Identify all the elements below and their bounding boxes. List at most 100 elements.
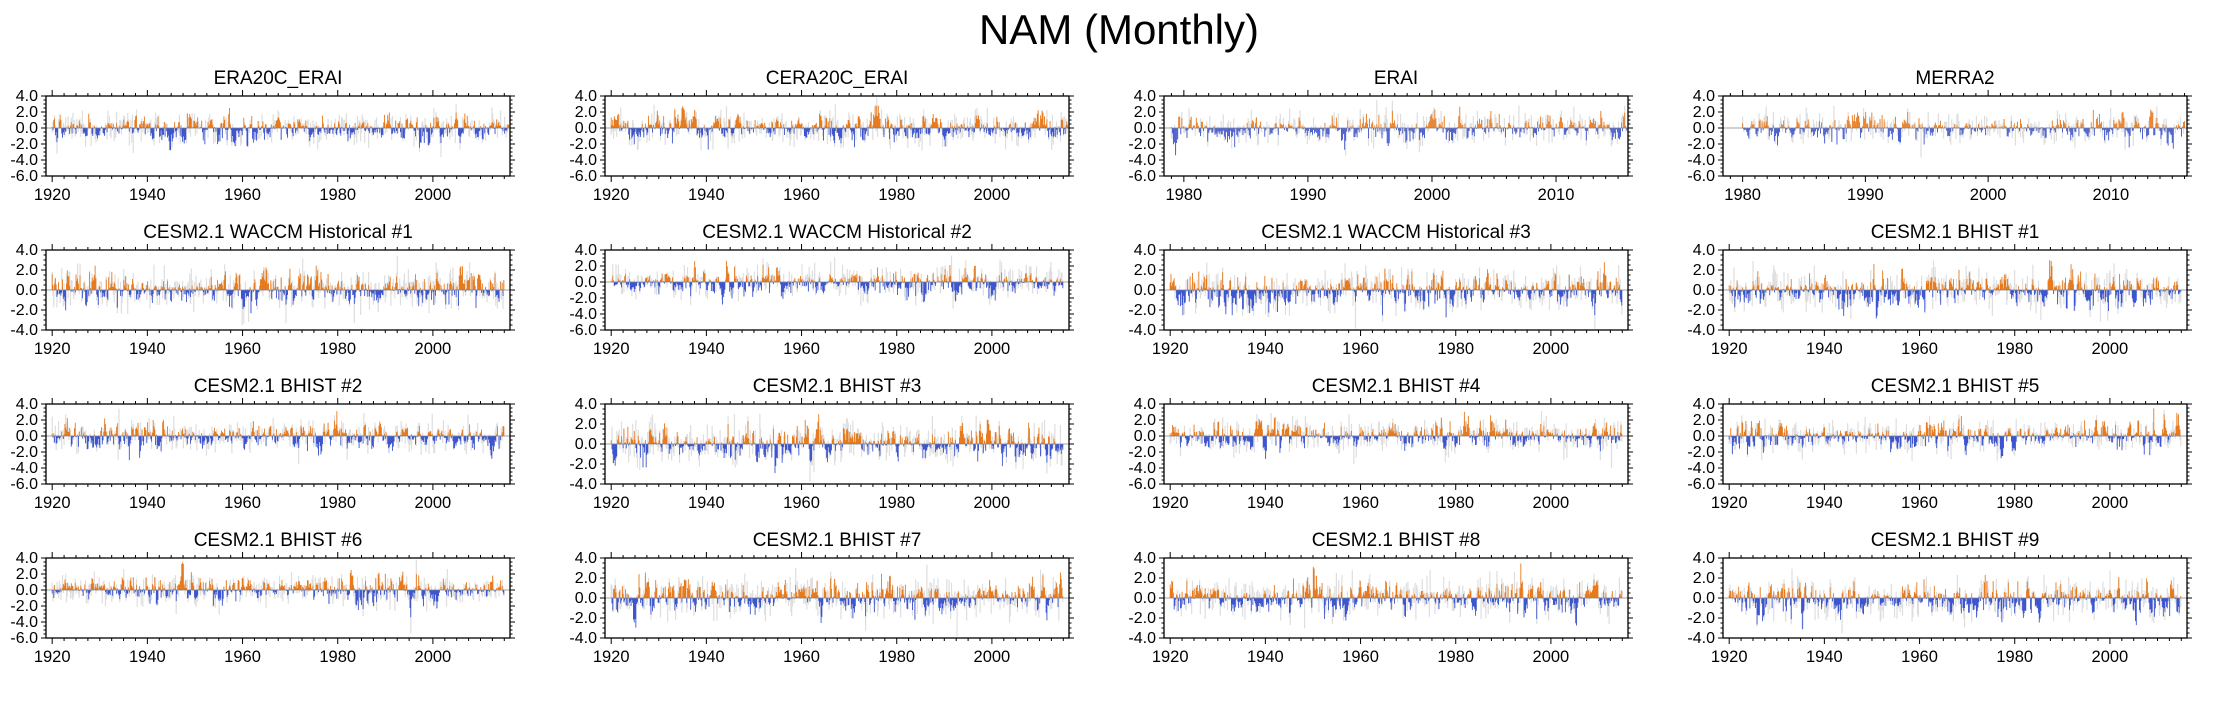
y-tick-label: -4.0 bbox=[1687, 322, 1715, 339]
axis-ticks bbox=[40, 552, 515, 644]
y-tick-label: 4.0 bbox=[15, 550, 37, 567]
x-tick-label: 2000 bbox=[2091, 494, 2128, 512]
panel-title: CESM2.1 WACCM Historical #1 bbox=[143, 222, 413, 243]
y-tick-label: -4.0 bbox=[569, 630, 597, 647]
y-tick-label: 0.0 bbox=[1692, 428, 1714, 445]
x-tick-label: 1940 bbox=[688, 648, 725, 666]
panel-title: CESM2.1 WACCM Historical #3 bbox=[1261, 222, 1531, 243]
y-tick-label: 4.0 bbox=[1692, 242, 1714, 259]
timeseries-plot: MERRA2 4.02.00.0-2.0-4.0-6.0 1980 1990 2000 2… bbox=[1687, 68, 2192, 204]
background-series bbox=[610, 564, 1063, 637]
x-tick-label: 2000 bbox=[973, 340, 1010, 358]
axis-ticks bbox=[1158, 90, 1633, 182]
panel-title: ERA20C_ERAI bbox=[213, 68, 342, 89]
x-tick-label: 2000 bbox=[973, 648, 1010, 666]
x-tick-label: 1940 bbox=[129, 648, 166, 666]
x-tick-label: 1960 bbox=[224, 186, 261, 204]
panel-era20c-erai: ERA20C_ERAI 4.0 2.0 0.0 -2.0 -4.0 -6.0 1920 1940… bbox=[1, 64, 560, 212]
axis-ticks bbox=[599, 552, 1074, 644]
plot-frame bbox=[603, 95, 1070, 177]
positive-anomaly-bars bbox=[1169, 563, 1622, 598]
y-tick-label: -2.0 bbox=[1128, 444, 1156, 461]
y-tick-label: 4.0 bbox=[574, 550, 596, 567]
y-tick-label: 0.0 bbox=[1133, 282, 1155, 299]
x-tick-label: 2000 bbox=[2091, 648, 2128, 666]
x-tick-label: 2000 bbox=[1532, 648, 1569, 666]
x-tick-label: 2000 bbox=[1532, 340, 1569, 358]
x-tick-label: 2000 bbox=[1969, 186, 2006, 204]
x-tick-label: 2010 bbox=[1537, 186, 1574, 204]
x-tick-label: 1960 bbox=[783, 340, 820, 358]
x-tick-label: 2000 bbox=[1532, 494, 1569, 512]
panel-title: CESM2.1 WACCM Historical #2 bbox=[702, 222, 972, 243]
y-tick-label: -4.0 bbox=[10, 322, 38, 339]
x-tick-label: 1940 bbox=[688, 186, 725, 204]
y-tick-label: -6.0 bbox=[1128, 168, 1156, 185]
panel-title: CESM2.1 BHIST #2 bbox=[193, 376, 362, 397]
negative-anomaly-bars bbox=[1733, 598, 2180, 630]
positive-anomaly-bars bbox=[1728, 574, 2181, 598]
y-tick-label: -4.0 bbox=[569, 152, 597, 169]
y-tick-label: 4.0 bbox=[1133, 396, 1155, 413]
chart-grid: ERA20C_ERAI 4.0 2.0 0.0 -2.0 -4.0 -6.0 1920 1940… bbox=[0, 64, 2238, 674]
y-tick-label: -4.0 bbox=[569, 476, 597, 493]
y-tick-label: 2.0 bbox=[15, 412, 37, 429]
y-tick-label: 2.0 bbox=[1692, 104, 1714, 121]
plot-frame bbox=[603, 403, 1070, 485]
y-tick-label: 4.0 bbox=[15, 396, 37, 413]
x-tick-label: 1980 bbox=[1724, 186, 1761, 204]
plot-frame bbox=[1721, 95, 2188, 177]
y-tick-label: 2.0 bbox=[15, 104, 37, 121]
positive-anomaly-bars bbox=[51, 411, 504, 436]
y-tick-label: 4.0 bbox=[15, 88, 37, 105]
x-tick-label: 1920 bbox=[1151, 648, 1188, 666]
x-tick-label: 1960 bbox=[224, 648, 261, 666]
y-tick-label: -6.0 bbox=[1687, 476, 1715, 493]
y-tick-label: 4.0 bbox=[1692, 88, 1714, 105]
positive-anomaly-bars bbox=[53, 562, 503, 590]
panel-cesm2-1-bhist-7: CESM2.1 BHIST #7 4.0 2.0 0.0 -2.0 -4.0 1920 194… bbox=[560, 526, 1119, 674]
y-tick-label: -2.0 bbox=[569, 456, 597, 473]
x-tick-label: 2000 bbox=[414, 186, 451, 204]
y-tick-label: 2.0 bbox=[1133, 104, 1155, 121]
x-tick-label: 1960 bbox=[1901, 494, 1938, 512]
positive-anomaly-bars bbox=[612, 572, 1063, 598]
y-tick-label: 0.0 bbox=[15, 582, 37, 599]
y-tick-label: -2.0 bbox=[10, 444, 38, 461]
panel-cesm2-1-bhist-5: CESM2.1 BHIST #5 4.0 2.0 0.0 -2.0 -4.0 -6.0 192… bbox=[1678, 372, 2237, 520]
y-tick-label: 0.0 bbox=[15, 428, 37, 445]
y-tick-label: 2.0 bbox=[574, 258, 596, 275]
axis-ticks bbox=[1158, 552, 1633, 644]
panel-title: CESM2.1 BHIST #8 bbox=[1311, 530, 1480, 551]
y-tick-label: -6.0 bbox=[10, 630, 38, 647]
y-tick-label: -4.0 bbox=[1128, 460, 1156, 477]
x-tick-label: 1980 bbox=[878, 648, 915, 666]
timeseries-plot: CESM2.1 BHIST #2 4.02.00.0-2.0-4.0-6.0192… bbox=[10, 376, 515, 512]
y-tick-label: -6.0 bbox=[1687, 168, 1715, 185]
x-tick-label: 1920 bbox=[592, 186, 629, 204]
background-series bbox=[51, 104, 508, 158]
negative-anomaly-bars bbox=[51, 590, 504, 618]
axis-ticks bbox=[1717, 90, 2192, 182]
x-tick-label: 1940 bbox=[1247, 648, 1284, 666]
negative-anomaly-bars bbox=[611, 598, 1058, 628]
negative-anomaly-bars bbox=[611, 444, 1063, 474]
x-tick-label: 1960 bbox=[1342, 494, 1379, 512]
y-tick-label: 2.0 bbox=[1133, 570, 1155, 587]
plot-frame bbox=[1721, 557, 2188, 639]
y-tick-label: 0.0 bbox=[1133, 428, 1155, 445]
y-tick-label: 4.0 bbox=[574, 242, 596, 259]
y-tick-label: -4.0 bbox=[1128, 152, 1156, 169]
plot-frame bbox=[44, 403, 511, 485]
x-tick-label: 1980 bbox=[1165, 186, 1202, 204]
plot-frame bbox=[603, 249, 1070, 331]
x-tick-label: 1940 bbox=[129, 494, 166, 512]
x-tick-label: 1940 bbox=[129, 186, 166, 204]
x-tick-label: 1980 bbox=[878, 186, 915, 204]
axis-ticks bbox=[40, 244, 515, 336]
x-tick-label: 1960 bbox=[1342, 648, 1379, 666]
y-tick-label: -2.0 bbox=[1687, 136, 1715, 153]
x-tick-label: 1920 bbox=[592, 340, 629, 358]
y-tick-label: 2.0 bbox=[574, 104, 596, 121]
